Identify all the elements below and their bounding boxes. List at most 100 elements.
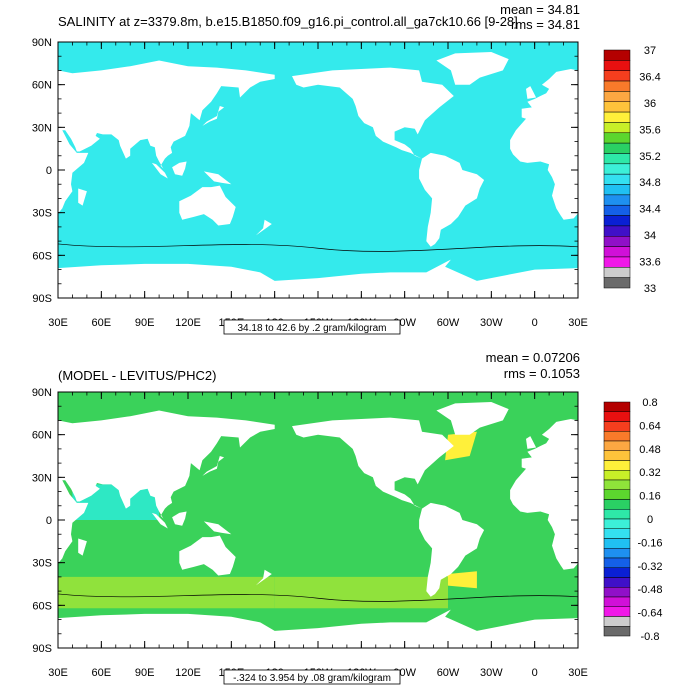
chart-title: SALINITY at z=3379.8m, b.e15.B1850.f09_g… (58, 14, 518, 29)
land-namerica (292, 417, 454, 509)
colorbar-swatch (603, 184, 631, 196)
contour-info-text: 34.18 to 42.6 by .2 gram/kilogram (238, 323, 387, 334)
colorbar-swatch (603, 616, 631, 627)
y-tick-label: 30S (32, 558, 52, 570)
colorbar-label: -0.48 (637, 584, 662, 596)
colorbar-swatch (603, 557, 631, 568)
colorbar-label: 36.4 (639, 71, 660, 83)
x-tick-label: 0 (532, 317, 538, 329)
colorbar-swatch (603, 246, 631, 258)
land-namerica (292, 67, 454, 159)
contour-line (58, 243, 578, 252)
land-madagascar (78, 538, 87, 556)
colorbar-swatch (603, 538, 631, 549)
land-afroeurasia (58, 410, 578, 570)
contour-info-box (223, 669, 401, 685)
colorbar-label: 0.8 (642, 397, 657, 409)
land-britain (526, 86, 537, 99)
north-atlantic-positive-anomaly (445, 431, 477, 461)
colorbar-swatch (603, 479, 631, 490)
colorbar-swatch (603, 70, 631, 82)
land-antarctica (58, 609, 578, 648)
y-tick-label: 0 (46, 165, 52, 177)
colorbar-swatch (603, 470, 631, 481)
colorbar-swatch (603, 204, 631, 216)
colorbar-swatch (603, 509, 631, 520)
x-tick-label: 90E (135, 317, 155, 329)
y-tick-label: 60N (32, 430, 52, 442)
land-australia (179, 185, 236, 226)
land-newguinea (203, 171, 232, 185)
colorbar-label: 34.8 (639, 177, 660, 189)
x-tick-label: 90E (135, 667, 155, 679)
y-tick-label: 90S (32, 293, 52, 305)
colorbar-swatch (603, 225, 631, 237)
colorbar-swatch (603, 421, 631, 432)
colorbar-swatch (603, 548, 631, 559)
colorbar-swatch (603, 440, 631, 451)
colorbar-swatch (603, 528, 631, 539)
colorbar-swatch (603, 626, 631, 637)
y-tick-label: 90N (32, 387, 52, 399)
land-newguinea (203, 521, 232, 535)
land-britain (526, 436, 537, 449)
mean-label: mean = 0.07206 (486, 350, 580, 365)
land-afroeurasia (58, 60, 578, 220)
colorbar-label: 0.64 (639, 420, 660, 432)
mean-label: mean = 34.81 (500, 2, 580, 17)
land-greenland (436, 52, 509, 85)
colorbar-label: 0 (647, 514, 653, 526)
colorbar-swatch (603, 194, 631, 206)
colorbar: 0.8 0.64 0.48 0.32 0.16 0 -0.16 -0.32 -0.48 -0.64… (603, 397, 663, 643)
colorbar-label: -0.16 (637, 537, 662, 549)
land-samerica (419, 502, 485, 597)
colorbar-label: -0.64 (637, 608, 662, 620)
y-tick-label: 30S (32, 208, 52, 220)
y-tick-label: 30N (32, 472, 52, 484)
colorbar-swatch (603, 163, 631, 175)
colorbar-label: 33.6 (639, 257, 660, 269)
y-tick-label: 30N (32, 122, 52, 134)
rms-label: rms = 34.81 (511, 17, 580, 32)
land-newzealand (255, 219, 272, 236)
colorbar-label: 35.6 (639, 124, 660, 136)
southern-ocean-positive-anomaly-west (274, 576, 448, 609)
land-antarctica (58, 259, 578, 298)
colorbar-label: 0.48 (639, 444, 660, 456)
colorbar-swatch (603, 142, 631, 154)
colorbar-label: 35.2 (639, 151, 660, 163)
colorbar-swatch (603, 518, 631, 529)
colorbar-swatch (603, 499, 631, 510)
colorbar-label: 0.32 (639, 467, 660, 479)
y-tick-label: 60S (32, 600, 52, 612)
land-samerica (419, 152, 485, 247)
colorbar-swatch (603, 215, 631, 227)
colorbar-label: -0.8 (641, 631, 660, 643)
colorbar-swatch (603, 236, 631, 247)
x-tick-label: 0 (532, 667, 538, 679)
x-tick-label: 120E (175, 317, 201, 329)
chart-title: (MODEL - LEVITUS/PHC2) (58, 368, 216, 383)
colorbar-swatch (603, 256, 631, 268)
colorbar-swatch (603, 111, 631, 123)
colorbar-swatch (603, 596, 631, 607)
colorbar-swatch (603, 606, 631, 617)
land-greenland (436, 402, 509, 435)
colorbar-swatch (603, 411, 631, 422)
colorbar-swatch (603, 587, 631, 598)
colorbar-label: 37 (644, 45, 656, 57)
x-tick-label: 30W (480, 317, 503, 329)
colorbar-swatch (603, 267, 631, 278)
map-area (58, 392, 578, 648)
colorbar: 37 36.4 36 35.6 35.2 34.8 34.4 34 33.6 33 (603, 45, 661, 295)
x-tick-label: 30E (568, 317, 588, 329)
y-tick-label: 0 (46, 515, 52, 527)
x-tick-label: 30W (480, 667, 503, 679)
south-atlantic-positive-anomaly (445, 571, 477, 589)
colorbar-swatch (603, 173, 631, 185)
rms-label: rms = 0.1053 (504, 366, 580, 381)
x-tick-label: 60E (92, 667, 112, 679)
colorbar-swatch (603, 122, 631, 134)
southern-ocean-positive-anomaly (58, 576, 578, 609)
